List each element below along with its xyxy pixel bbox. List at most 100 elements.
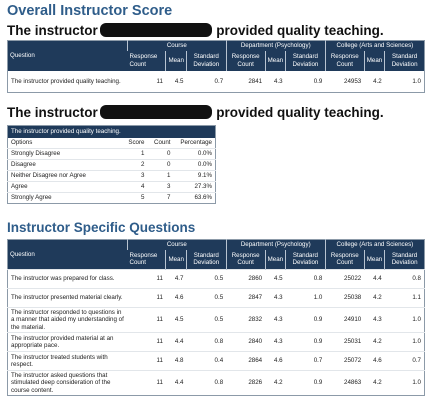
column-header-mean: Mean xyxy=(363,50,385,71)
value-cell: 4.8 xyxy=(165,351,187,371)
question-cell: The instructor responded to questions in… xyxy=(7,307,128,333)
option-cell: Agree xyxy=(7,181,124,193)
column-header-count: Count xyxy=(153,139,171,147)
percentage-cell: 27.3% xyxy=(173,181,216,193)
table-row: The instructor treated students with res… xyxy=(7,351,425,371)
table-row: Strongly Disagree 1 0 0.0% xyxy=(7,148,216,160)
section-title: Instructor Specific Questions xyxy=(7,220,196,235)
value-cell: 11 xyxy=(127,288,166,308)
score-cell: 5 xyxy=(123,192,148,204)
column-header-response-count: Response Count xyxy=(324,50,365,71)
count-cell: 7 xyxy=(147,192,174,204)
heading-prefix: The instructor xyxy=(7,105,98,120)
column-header-response-count: Response Count xyxy=(129,252,158,267)
value-cell: 0.5 xyxy=(186,288,227,308)
instructor-specific-table: Question Course Department (Psychology) … xyxy=(7,239,425,396)
table-row: Agree 4 3 27.3% xyxy=(7,181,216,193)
value-cell: 0.8 xyxy=(384,269,425,289)
table-row: The instructor provided material at an a… xyxy=(7,332,425,352)
value-cell: 4.2 xyxy=(364,332,385,352)
column-header-mean: Mean xyxy=(363,249,385,270)
question-cell: The instructor presented material clearl… xyxy=(7,288,128,308)
group-header-course: Course xyxy=(127,239,227,250)
count-cell: 1 xyxy=(147,170,174,182)
value-cell: 0.7 xyxy=(285,351,326,371)
value-cell: 1.0 xyxy=(412,77,421,85)
score-cell: 1 xyxy=(123,148,148,160)
question-cell: The instructor treated students with res… xyxy=(7,351,128,371)
value-cell: 2832 xyxy=(226,307,266,333)
value-cell: 0.9 xyxy=(285,307,326,333)
column-header-question: Question xyxy=(10,250,35,258)
value-cell: 24910 xyxy=(325,307,365,333)
value-cell: 4.3 xyxy=(265,332,286,352)
redacted-name xyxy=(99,23,212,37)
value-cell: 11 xyxy=(156,77,163,85)
column-header-mean: Mean xyxy=(264,249,286,270)
column-header-response-count: Response Count xyxy=(225,50,266,71)
table-row: The instructor presented material clearl… xyxy=(7,288,425,308)
column-header-response-count: Response Count xyxy=(324,249,365,270)
column-header-std-dev: Standard Deviation xyxy=(384,249,425,270)
value-cell: 25072 xyxy=(325,351,365,371)
score-cell: 2 xyxy=(123,159,148,171)
value-cell: 4.4 xyxy=(364,269,385,289)
column-header-std-dev: Standard Deviation xyxy=(185,50,227,71)
group-header-college: College (Arts and Sciences) xyxy=(324,40,425,51)
value-cell: 2826 xyxy=(226,370,266,396)
value-cell: 24863 xyxy=(325,370,365,396)
value-cell: 4.6 xyxy=(265,351,286,371)
distribution-caption: The instructor provided quality teaching… xyxy=(7,125,216,138)
table-row: The instructor asked questions that stim… xyxy=(7,370,425,396)
column-header-std-dev: Standard Deviation xyxy=(285,249,326,270)
value-cell: 4.2 xyxy=(373,77,382,85)
question-cell: The instructor provided material at an a… xyxy=(7,332,128,352)
column-header-score: Score xyxy=(128,139,145,147)
value-cell: 11 xyxy=(127,370,166,396)
value-cell: 4.3 xyxy=(265,288,286,308)
column-header-response-count: Response Count xyxy=(129,53,158,68)
value-cell: 4.7 xyxy=(165,269,187,289)
option-cell: Strongly Disagree xyxy=(7,148,124,160)
value-cell: 2864 xyxy=(226,351,266,371)
value-cell: 4.6 xyxy=(165,288,187,308)
value-cell: 11 xyxy=(127,307,166,333)
question-cell: The instructor asked questions that stim… xyxy=(7,370,128,396)
page-title: Overall Instructor Score xyxy=(7,3,173,19)
heading-suffix: provided quality teaching. xyxy=(216,105,384,120)
percentage-cell: 63.6% xyxy=(173,192,216,204)
value-cell: 2847 xyxy=(226,288,266,308)
value-cell: 0.7 xyxy=(214,77,224,85)
option-cell: Strongly Agree xyxy=(7,192,124,204)
value-cell: 11 xyxy=(127,332,166,352)
group-header-college: College (Arts and Sciences) xyxy=(324,239,425,250)
table-row: The instructor was prepared for class. 1… xyxy=(7,269,425,289)
question-cell: The instructor provided quality teaching… xyxy=(11,77,121,85)
value-cell: 4.4 xyxy=(165,370,187,396)
column-header-std-dev: Standard Deviation xyxy=(285,50,326,71)
value-cell: 0.9 xyxy=(313,77,323,85)
value-cell: 0.8 xyxy=(285,269,326,289)
value-cell: 2860 xyxy=(226,269,266,289)
table-row: Neither Disagree nor Agree 3 1 9.1% xyxy=(7,170,216,182)
percentage-cell: 0.0% xyxy=(173,148,216,160)
value-cell: 0.9 xyxy=(285,370,326,396)
column-header-std-dev: Standard Deviation xyxy=(384,50,425,71)
question-heading-distribution: The instructor provided quality teaching… xyxy=(7,105,384,120)
value-cell: 0.4 xyxy=(186,351,227,371)
value-cell: 4.5 xyxy=(174,77,184,85)
value-cell: 25031 xyxy=(325,332,365,352)
question-cell: The instructor was prepared for class. xyxy=(7,269,128,289)
value-cell: 0.5 xyxy=(186,307,227,333)
count-cell: 0 xyxy=(147,159,174,171)
value-cell: 1.1 xyxy=(384,288,425,308)
value-cell: 4.3 xyxy=(265,307,286,333)
value-cell: 4.6 xyxy=(364,351,385,371)
score-cell: 4 xyxy=(123,181,148,193)
group-header-department: Department (Psychology) xyxy=(225,40,326,51)
group-header-department: Department (Psychology) xyxy=(225,239,326,250)
table-row: Strongly Agree 5 7 63.6% xyxy=(7,192,216,204)
value-cell: 0.5 xyxy=(186,269,227,289)
table-row: The instructor provided quality teaching… xyxy=(8,71,425,93)
option-cell: Disagree xyxy=(7,159,124,171)
